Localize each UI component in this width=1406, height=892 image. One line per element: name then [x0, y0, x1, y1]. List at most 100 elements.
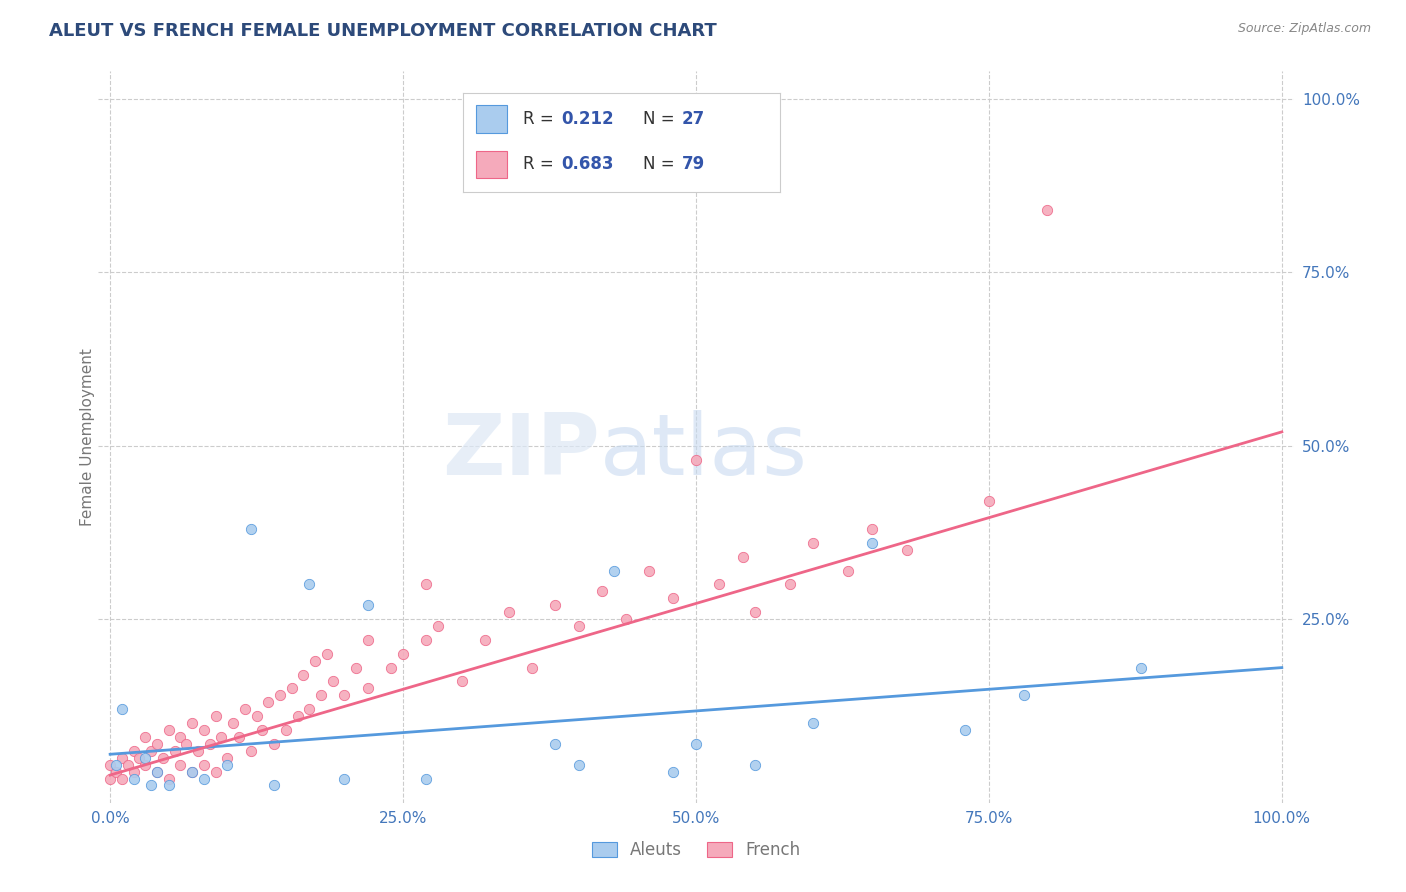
Point [152, 750, 174, 764]
Point [568, 619, 591, 633]
Point [252, 723, 274, 737]
Point [217, 750, 239, 764]
Point [1036, 202, 1059, 217]
Point [134, 757, 156, 772]
Point [157, 772, 180, 786]
Point [141, 744, 163, 758]
Point [801, 536, 824, 550]
Point [661, 764, 683, 779]
Point [263, 779, 285, 793]
Point [1012, 689, 1035, 703]
Point [134, 750, 156, 764]
Point [117, 757, 139, 772]
Point [193, 757, 215, 772]
Point [860, 536, 883, 550]
Point [98, 757, 121, 772]
Point [298, 577, 321, 591]
Point [685, 452, 707, 467]
Point [344, 660, 367, 674]
Point [257, 695, 280, 709]
Point [709, 577, 731, 591]
Point [450, 674, 472, 689]
Point [744, 605, 766, 619]
Point [163, 744, 186, 758]
Point [779, 577, 801, 591]
Point [744, 757, 766, 772]
Point [263, 737, 285, 751]
Point [357, 632, 380, 647]
Point [105, 757, 128, 772]
Point [204, 764, 226, 779]
Point [187, 744, 209, 758]
Point [111, 702, 134, 716]
Point [316, 647, 339, 661]
Point [614, 612, 637, 626]
Point [520, 660, 543, 674]
Point [603, 564, 626, 578]
Point [146, 737, 169, 751]
Point [977, 494, 1000, 508]
Point [415, 772, 437, 786]
Point [333, 689, 356, 703]
Point [181, 764, 204, 779]
Text: ALEUT VS FRENCH FEMALE UNEMPLOYMENT CORRELATION CHART: ALEUT VS FRENCH FEMALE UNEMPLOYMENT CORR… [49, 22, 717, 40]
Point [415, 577, 437, 591]
Point [731, 549, 754, 564]
Point [169, 730, 191, 744]
Point [955, 723, 977, 737]
Point [498, 605, 520, 619]
Text: Source: ZipAtlas.com: Source: ZipAtlas.com [1237, 22, 1371, 36]
Point [141, 779, 163, 793]
Point [111, 750, 134, 764]
Point [98, 772, 121, 786]
Point [239, 744, 262, 758]
Point [544, 737, 567, 751]
Text: ZIP: ZIP [443, 410, 600, 493]
Point [181, 716, 204, 731]
Point [269, 689, 291, 703]
Point [233, 702, 256, 716]
Point [415, 632, 437, 647]
Point [217, 757, 239, 772]
Point [292, 667, 315, 681]
Point [193, 723, 215, 737]
Point [860, 522, 883, 536]
Point [211, 730, 233, 744]
Point [222, 716, 245, 731]
Point [174, 737, 197, 751]
Point [246, 709, 269, 723]
Point [239, 522, 262, 536]
Point [309, 689, 332, 703]
Point [146, 764, 169, 779]
Point [591, 584, 613, 599]
Point [380, 660, 402, 674]
Point [837, 564, 859, 578]
Point [427, 619, 450, 633]
Point [801, 716, 824, 731]
Point [198, 737, 221, 751]
Point [128, 750, 150, 764]
Point [333, 772, 356, 786]
Point [134, 730, 156, 744]
Point [169, 757, 191, 772]
Point [1130, 660, 1153, 674]
Point [568, 757, 591, 772]
Point [357, 598, 380, 612]
Point [157, 723, 180, 737]
Point [122, 744, 145, 758]
Point [146, 764, 169, 779]
Point [204, 709, 226, 723]
Point [122, 772, 145, 786]
Point [638, 564, 661, 578]
Point [322, 674, 344, 689]
Point [287, 709, 309, 723]
Point [181, 764, 204, 779]
Point [105, 764, 128, 779]
Text: atlas: atlas [600, 410, 808, 493]
Point [661, 591, 683, 606]
Point [111, 772, 134, 786]
Point [685, 737, 707, 751]
Point [157, 779, 180, 793]
Point [122, 764, 145, 779]
Y-axis label: Female Unemployment: Female Unemployment [80, 348, 94, 526]
